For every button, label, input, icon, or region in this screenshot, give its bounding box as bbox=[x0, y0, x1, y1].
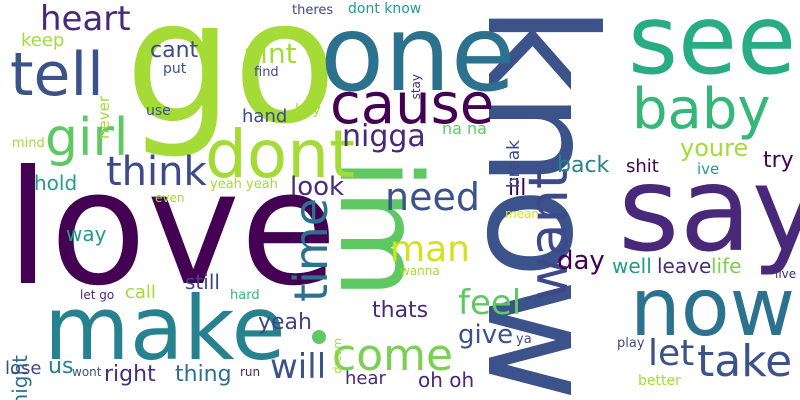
word-hard: hard bbox=[230, 288, 260, 303]
word-mean: mean bbox=[505, 207, 540, 221]
word-hand: hand bbox=[242, 106, 288, 127]
word-never: never bbox=[95, 96, 113, 140]
word-right: right bbox=[104, 362, 156, 387]
word-give: give bbox=[458, 320, 514, 350]
word-call: call bbox=[125, 282, 156, 303]
word-well: well bbox=[612, 254, 652, 278]
word-wanna: wanna bbox=[400, 264, 440, 278]
word-time: time bbox=[284, 198, 338, 302]
word-use: use bbox=[146, 103, 171, 119]
word-take: take bbox=[697, 336, 793, 387]
word-thats: thats bbox=[372, 298, 429, 323]
word-one: one bbox=[320, 0, 516, 115]
dot-mark bbox=[312, 330, 326, 344]
word-tell: tell bbox=[10, 40, 104, 110]
word-cant: cant bbox=[150, 38, 199, 63]
word-want: want bbox=[517, 168, 580, 301]
word-aint: aint bbox=[243, 37, 297, 70]
word-girl: girl bbox=[45, 108, 129, 168]
word-leave: leave bbox=[657, 254, 712, 278]
word-way: way bbox=[66, 222, 107, 246]
word-still: still bbox=[185, 270, 220, 294]
word-hear: hear bbox=[345, 368, 386, 389]
word-think: think bbox=[106, 149, 207, 195]
word-wont: wont bbox=[72, 365, 102, 379]
word-feel: feel bbox=[458, 283, 522, 323]
word-let-go: let go bbox=[80, 288, 115, 302]
word-mind: mind bbox=[12, 136, 45, 151]
word-go: go bbox=[125, 0, 337, 162]
word-play: play bbox=[617, 336, 645, 351]
word-back: back bbox=[557, 153, 610, 178]
word-make: make bbox=[44, 277, 286, 380]
word-ya: ya bbox=[516, 332, 532, 347]
word-hold: hold bbox=[34, 171, 78, 195]
word-run: run bbox=[240, 365, 261, 379]
word-see: see bbox=[628, 0, 797, 96]
word-shit: shit bbox=[626, 156, 659, 177]
word-stay: stay bbox=[409, 74, 423, 100]
word-thing: thing bbox=[175, 362, 232, 387]
word-day: day bbox=[557, 246, 605, 276]
word-us: us bbox=[48, 354, 74, 379]
word-dont: dont bbox=[205, 116, 355, 193]
word-come: come bbox=[332, 330, 454, 381]
word-life: life bbox=[711, 254, 742, 278]
word-ive: ive bbox=[697, 160, 720, 178]
word-lose: lose bbox=[5, 358, 42, 379]
word-na-na: na na bbox=[442, 119, 487, 138]
word-yeah: yeah bbox=[258, 310, 312, 335]
word-break: break bbox=[504, 140, 524, 189]
word-oh-oh: oh oh bbox=[418, 368, 475, 392]
word-try: try bbox=[763, 148, 794, 173]
word-find: find bbox=[254, 65, 279, 80]
word-boy: boy bbox=[295, 102, 321, 118]
word-yeah-yeah: yeah yeah bbox=[210, 177, 278, 192]
word-love: love bbox=[6, 137, 338, 321]
word-even: even bbox=[155, 191, 185, 205]
word-now: now bbox=[630, 261, 796, 354]
word-dont-know: dont know bbox=[348, 1, 422, 17]
word-say: say bbox=[618, 140, 800, 278]
word-ill: ill bbox=[508, 176, 527, 201]
word-put: put bbox=[163, 61, 187, 77]
word-heart: heart bbox=[40, 0, 131, 39]
word-better: better bbox=[638, 373, 681, 389]
word-cause: cause bbox=[330, 72, 495, 137]
word-live: live bbox=[775, 267, 797, 281]
word-dream: dream bbox=[331, 338, 344, 374]
word-baby: baby bbox=[632, 77, 771, 142]
word-nigga: nigga bbox=[342, 119, 426, 154]
word-keep: keep bbox=[21, 30, 65, 51]
word-eye: eye bbox=[547, 330, 560, 351]
word-youre: youre bbox=[680, 134, 749, 162]
word-man: man bbox=[390, 229, 470, 270]
word-will: will bbox=[270, 347, 327, 387]
word-need: need bbox=[385, 175, 480, 219]
word-let: let bbox=[648, 333, 695, 374]
word-theres: theres bbox=[292, 3, 334, 18]
word-look: look bbox=[290, 172, 345, 202]
